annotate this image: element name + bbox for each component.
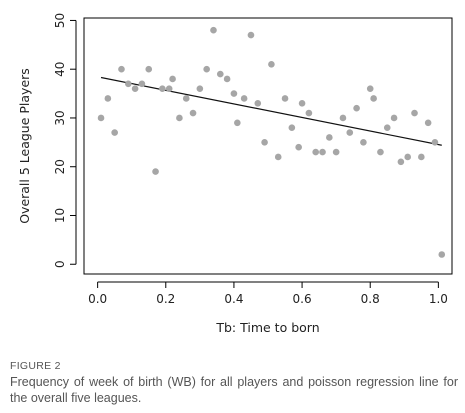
data-point bbox=[138, 80, 146, 88]
data-point bbox=[281, 95, 289, 102]
data-point bbox=[346, 129, 354, 136]
data-point bbox=[332, 148, 340, 156]
data-point bbox=[366, 85, 374, 93]
data-point bbox=[377, 148, 384, 156]
figure-caption: FIGURE 2 Frequency of week of birth (WB)… bbox=[10, 360, 458, 406]
data-point bbox=[418, 153, 425, 161]
data-point bbox=[176, 114, 183, 122]
data-point bbox=[383, 124, 391, 132]
x-tick-label: 0.2 bbox=[156, 292, 175, 306]
y-tick-label: 0 bbox=[53, 260, 67, 268]
data-point bbox=[124, 80, 132, 88]
data-point bbox=[326, 134, 333, 141]
regression-line bbox=[100, 76, 442, 146]
data-point bbox=[203, 65, 210, 73]
data-point bbox=[189, 109, 197, 117]
y-tick-label: 30 bbox=[53, 110, 67, 125]
data-point bbox=[196, 85, 204, 93]
y-tick-label: 40 bbox=[53, 62, 67, 77]
figure-label: FIGURE 2 bbox=[10, 360, 61, 372]
data-point bbox=[111, 129, 118, 136]
data-point bbox=[411, 109, 418, 117]
data-point bbox=[397, 158, 405, 166]
data-point bbox=[182, 95, 190, 102]
data-point bbox=[223, 75, 231, 83]
data-point bbox=[319, 148, 326, 156]
data-point bbox=[353, 104, 360, 112]
regression-layer bbox=[100, 76, 442, 146]
data-point bbox=[370, 95, 377, 102]
data-point bbox=[305, 109, 313, 117]
data-point bbox=[247, 31, 255, 39]
data-point bbox=[230, 90, 238, 97]
y-tick-label: 10 bbox=[53, 208, 67, 223]
data-point bbox=[298, 100, 306, 107]
points-layer bbox=[97, 26, 446, 258]
data-point bbox=[240, 95, 248, 102]
data-point bbox=[438, 251, 446, 258]
y-tick-label: 20 bbox=[53, 159, 67, 174]
data-point bbox=[159, 85, 166, 93]
x-tick-label: 0.4 bbox=[224, 292, 243, 306]
data-point bbox=[216, 70, 224, 78]
data-point bbox=[431, 139, 439, 146]
data-point bbox=[339, 114, 347, 122]
x-tick-label: 0.0 bbox=[88, 292, 107, 306]
caption-text: Frequency of week of birth (WB) for all … bbox=[10, 375, 458, 405]
data-point bbox=[261, 139, 268, 146]
x-tick-label: 1.0 bbox=[429, 292, 448, 306]
data-point bbox=[145, 65, 153, 73]
data-point bbox=[424, 119, 432, 127]
data-point bbox=[360, 139, 367, 146]
data-point bbox=[254, 100, 262, 107]
x-tick-label: 0.8 bbox=[361, 292, 380, 306]
data-point bbox=[295, 143, 302, 151]
y-axis-title: Overall 5 League Players bbox=[17, 68, 32, 224]
data-point bbox=[404, 153, 412, 161]
data-point bbox=[97, 114, 105, 122]
data-point bbox=[131, 85, 139, 93]
axes-layer: 0.0 0.2 0.4 0.6 0.8 1.0 0 10 20 30 40 50 bbox=[53, 13, 448, 306]
data-point bbox=[234, 119, 241, 127]
data-point bbox=[390, 114, 398, 122]
data-point bbox=[104, 95, 112, 102]
x-axis-title: Tb: Time to born bbox=[215, 320, 319, 335]
data-point bbox=[274, 153, 282, 161]
data-point bbox=[210, 26, 217, 34]
y-tick-label: 50 bbox=[53, 13, 67, 28]
data-point bbox=[268, 61, 275, 68]
plot-frame bbox=[83, 17, 453, 275]
data-point bbox=[169, 75, 176, 83]
data-point bbox=[288, 124, 296, 132]
scatter-chart: 0.0 0.2 0.4 0.6 0.8 1.0 0 10 20 30 40 50 Tb: Time t… bbox=[17, 13, 453, 335]
data-point bbox=[165, 85, 173, 93]
data-point bbox=[312, 148, 320, 156]
data-point bbox=[152, 168, 159, 175]
data-point bbox=[118, 65, 125, 73]
x-tick-label: 0.6 bbox=[293, 292, 312, 306]
